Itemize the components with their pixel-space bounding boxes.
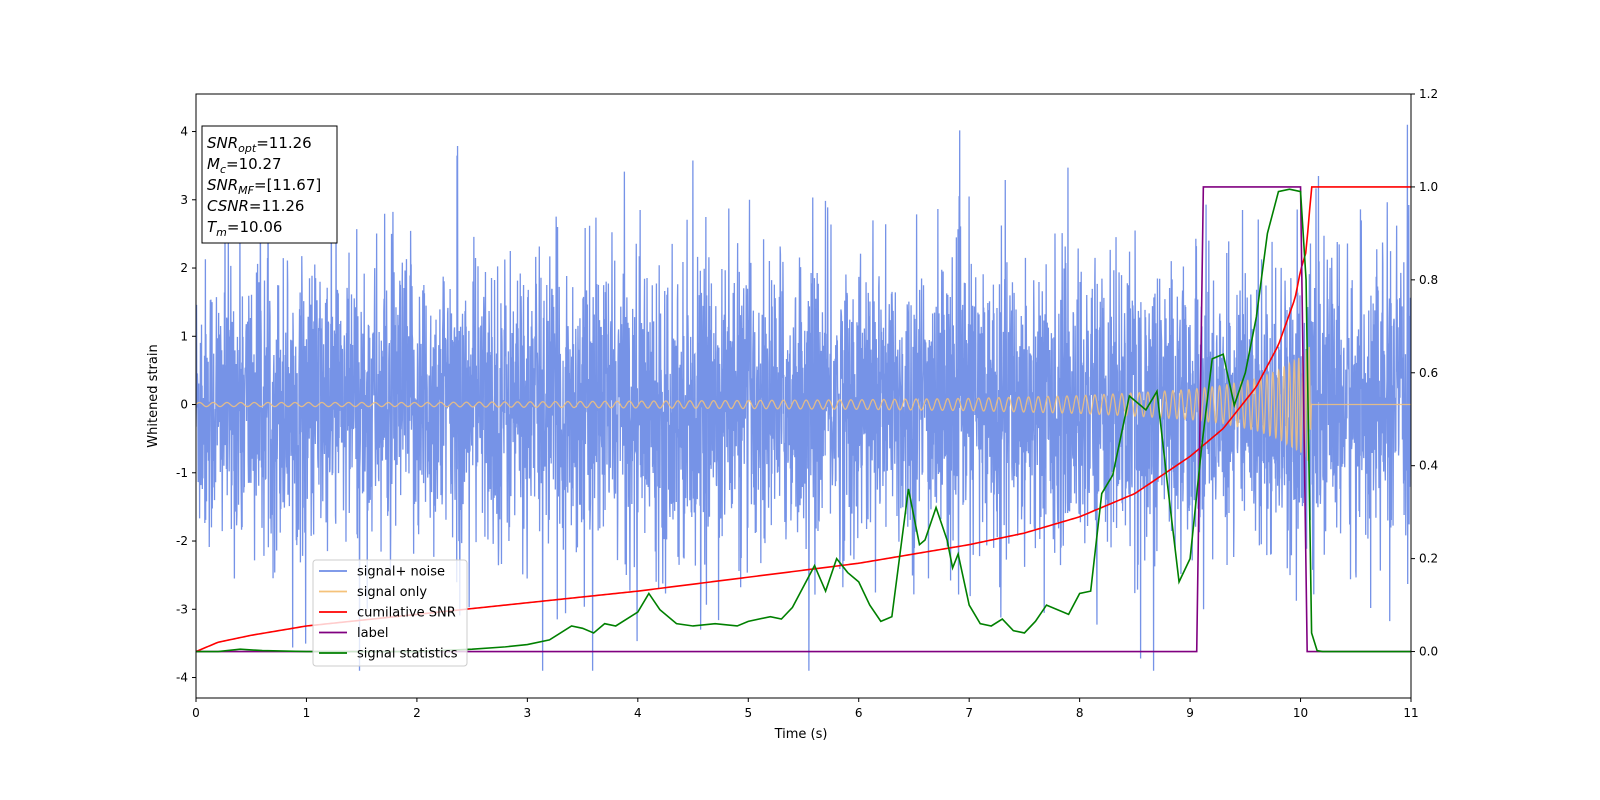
annotation-line: SNRopt=11.26 xyxy=(207,134,312,155)
legend-label: cumilative SNR xyxy=(357,606,456,621)
y-axis-left: -4 -3 -2 -1 0 1 2 3 4 xyxy=(176,125,196,685)
x-tick-label: 5 xyxy=(744,706,752,720)
legend-label: signal only xyxy=(357,585,427,600)
annotation-line: Tm=10.06 xyxy=(207,218,282,239)
y-axis-right: 0.0 0.2 0.4 0.6 0.8 1.0 1.2 xyxy=(1411,87,1438,659)
y2-tick-label: 0.2 xyxy=(1419,552,1438,566)
x-tick-label: 1 xyxy=(303,706,311,720)
y2-tick-label: 0.8 xyxy=(1419,273,1438,287)
y-tick-label: 4 xyxy=(180,125,188,139)
annotation-line: Mc=10.27 xyxy=(207,155,282,176)
y2-tick-label: 1.0 xyxy=(1419,180,1438,194)
x-tick-label: 8 xyxy=(1076,706,1084,720)
legend-label: label xyxy=(357,626,388,641)
y2-tick-label: 0.4 xyxy=(1419,459,1438,473)
x-tick-label: 4 xyxy=(634,706,642,720)
y2-tick-label: 0.6 xyxy=(1419,366,1438,380)
plot-frame xyxy=(195,93,1412,699)
x-tick-label: 2 xyxy=(413,706,421,720)
signal-only-series xyxy=(196,346,1411,461)
y-tick-label: 2 xyxy=(180,261,188,275)
x-tick-label: 3 xyxy=(524,706,532,720)
y-tick-label: 0 xyxy=(180,398,188,412)
y-tick-label: 3 xyxy=(180,193,188,207)
signal-noise-series xyxy=(196,124,1411,671)
legend-frame xyxy=(312,559,468,667)
x-tick-label: 0 xyxy=(192,706,200,720)
y2-tick-label: 1.2 xyxy=(1419,87,1438,101)
x-tick-label: 10 xyxy=(1293,706,1308,720)
legend: signal+ noise signal only cumilative SNR la… xyxy=(312,559,468,667)
stats-annotation-box: SNRopt=11.26Mc=10.27SNRMF=[11.67]CSNR=11… xyxy=(201,125,338,244)
y-tick-label: 1 xyxy=(180,329,188,343)
legend-label: signal+ noise xyxy=(357,565,445,580)
signal-noise-line xyxy=(196,124,1411,671)
y-axis-label: Whitened strain xyxy=(146,344,161,447)
x-axis: 0 1 2 3 4 5 6 7 8 9 10 11 xyxy=(192,698,1419,720)
x-tick-label: 11 xyxy=(1403,706,1418,720)
annotation-line: CSNR=11.26 xyxy=(207,197,304,215)
y-tick-label: -4 xyxy=(176,671,188,685)
annotation-frame xyxy=(201,125,338,244)
signal-only-line xyxy=(196,346,1411,461)
y2-tick-label: 0.0 xyxy=(1419,645,1438,659)
x-tick-label: 6 xyxy=(855,706,863,720)
legend-label: signal statistics xyxy=(357,647,458,662)
x-tick-label: 9 xyxy=(1186,706,1194,720)
x-axis-label: Time (s) xyxy=(774,727,828,742)
annotation-line: SNRMF=[11.67] xyxy=(207,176,321,197)
y-tick-label: -1 xyxy=(176,466,188,480)
y-tick-label: -3 xyxy=(176,602,188,616)
signal-statistics-line xyxy=(196,188,1411,653)
x-tick-label: 7 xyxy=(965,706,973,720)
y-tick-label: -2 xyxy=(176,534,188,548)
